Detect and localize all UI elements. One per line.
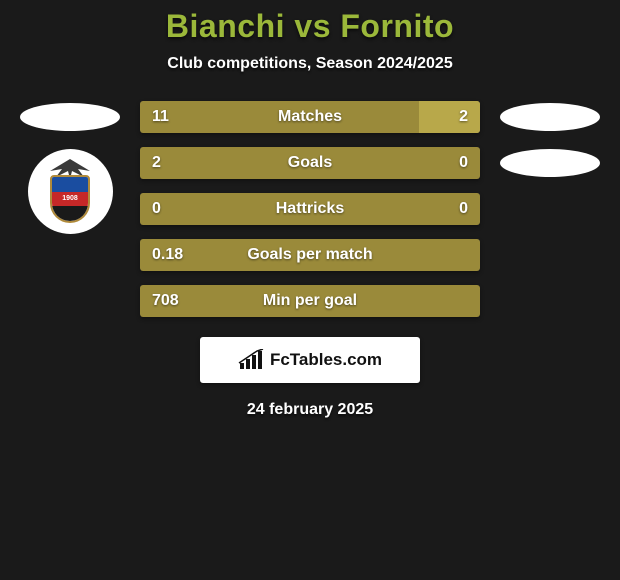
stat-row: 0 Hattricks 0 bbox=[0, 193, 620, 225]
stat-bar: 11 Matches 2 bbox=[140, 101, 480, 133]
stat-label: Min per goal bbox=[140, 292, 480, 310]
stat-row: 1908 2 Goals 0 bbox=[0, 147, 620, 179]
player-right-marker bbox=[500, 103, 600, 131]
stat-bar: 0.18 Goals per match bbox=[140, 239, 480, 271]
stat-bar: 0 Hattricks 0 bbox=[140, 193, 480, 225]
player-left-marker bbox=[20, 103, 120, 131]
stat-bar: 708 Min per goal bbox=[140, 285, 480, 317]
site-logo[interactable]: FcTables.com bbox=[200, 337, 420, 383]
stat-row: 708 Min per goal bbox=[0, 285, 620, 317]
comparison-card: Bianchi vs Fornito Club competitions, Se… bbox=[0, 0, 620, 419]
stat-row: 11 Matches 2 bbox=[0, 101, 620, 133]
stat-label: Goals bbox=[140, 154, 480, 172]
bars-icon bbox=[238, 349, 264, 371]
stat-value-right: 2 bbox=[459, 108, 468, 126]
ellipse-icon bbox=[20, 103, 120, 131]
stat-bar: 2 Goals 0 bbox=[140, 147, 480, 179]
stat-label: Goals per match bbox=[140, 246, 480, 264]
ellipse-icon bbox=[500, 103, 600, 131]
date-label: 24 february 2025 bbox=[247, 401, 373, 419]
stat-value-right: 0 bbox=[459, 154, 468, 172]
stat-label: Matches bbox=[140, 108, 480, 126]
ellipse-icon bbox=[500, 149, 600, 177]
stat-value-right: 0 bbox=[459, 200, 468, 218]
subtitle: Club competitions, Season 2024/2025 bbox=[167, 55, 452, 73]
player-right-marker bbox=[500, 149, 600, 177]
site-logo-text: FcTables.com bbox=[270, 350, 382, 370]
stat-label: Hattricks bbox=[140, 200, 480, 218]
page-title: Bianchi vs Fornito bbox=[166, 8, 454, 45]
stat-row: 0.18 Goals per match bbox=[0, 239, 620, 271]
